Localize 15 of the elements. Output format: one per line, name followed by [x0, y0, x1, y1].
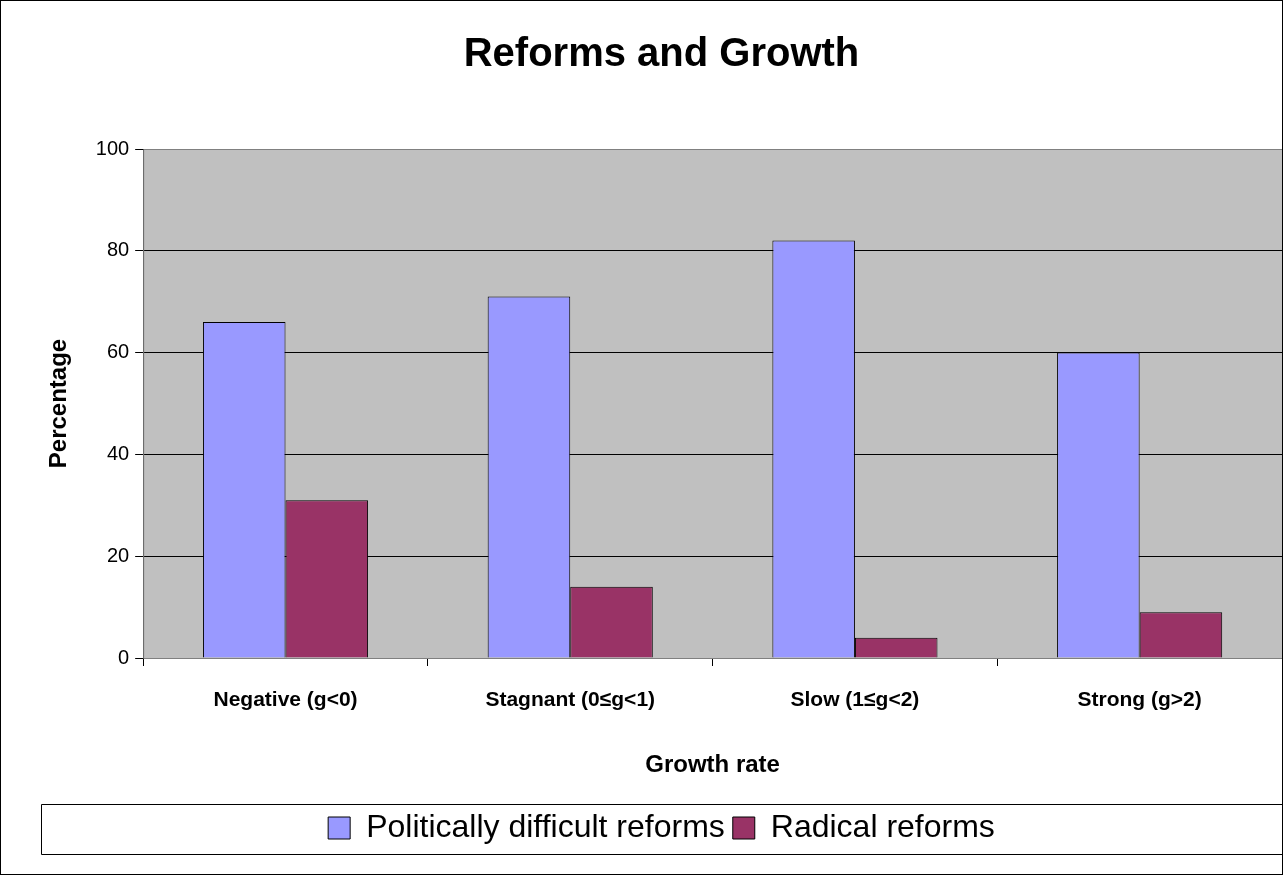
x-tick-label: Strong (g>2) [1077, 687, 1202, 711]
x-tick-label: Slow (1≤g<2) [790, 687, 920, 711]
legend-label: Radical reforms [770, 807, 995, 844]
legend-label: Politically difficult reforms [366, 807, 725, 844]
y-tick-label: 0 [118, 645, 130, 668]
x-tick-label: Negative (g<0) [213, 687, 358, 711]
y-tick-label: 80 [106, 238, 130, 261]
y-tick-label: 40 [106, 441, 130, 464]
x-tick-label: Stagnant (0≤g<1) [485, 687, 656, 711]
y-tick-label: 20 [106, 543, 130, 566]
y-tick-label: 60 [106, 340, 130, 363]
y-axis-title: Percentage [44, 338, 72, 469]
y-tick-label: 100 [95, 136, 130, 159]
chart-title: Reforms and Growth [463, 30, 860, 75]
x-axis-title: Growth rate [645, 750, 780, 778]
